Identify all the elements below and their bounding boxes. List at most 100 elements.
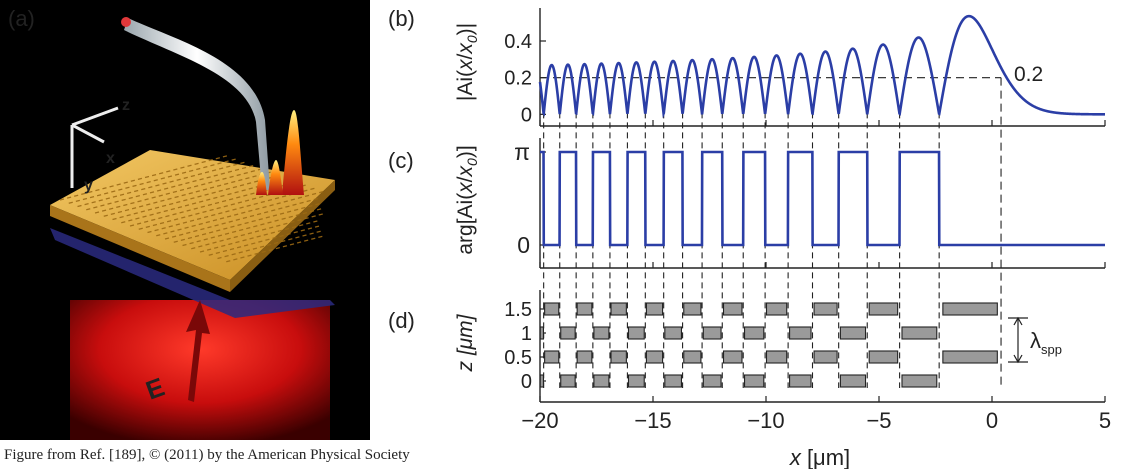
grating-groove	[249, 214, 255, 218]
grating-groove	[96, 194, 102, 197]
grating-groove	[135, 195, 140, 198]
xtick-label: −15	[634, 408, 671, 433]
grating-groove	[194, 235, 200, 238]
panel-label-a: (a)	[8, 6, 35, 31]
grating-groove	[158, 194, 163, 197]
grating-groove	[253, 225, 258, 228]
grating-bar	[722, 350, 743, 364]
grating-groove	[279, 234, 284, 238]
probe-tip-end	[121, 17, 131, 27]
grating-groove	[161, 227, 166, 230]
grating-groove	[215, 251, 220, 254]
grating-bar	[539, 374, 544, 388]
grating-groove	[128, 219, 133, 222]
grating-groove	[116, 183, 121, 186]
xtick-label: −5	[866, 408, 891, 433]
grating-bar	[789, 326, 812, 340]
grating-groove	[190, 197, 195, 200]
grating-groove	[272, 214, 278, 217]
grating-groove	[234, 168, 240, 171]
grating-groove	[161, 204, 167, 207]
grating-groove	[135, 217, 140, 220]
grating-groove	[134, 189, 139, 193]
grating-groove	[260, 200, 265, 204]
grating-groove	[214, 224, 219, 227]
grating-groove	[276, 202, 281, 205]
grating-groove	[308, 205, 313, 208]
grating-groove	[178, 183, 183, 186]
grating-groove	[238, 179, 243, 182]
airy-phase-curve	[540, 150, 1105, 247]
grating-groove	[252, 175, 257, 178]
grating-groove	[198, 222, 203, 226]
grating-groove	[244, 199, 250, 202]
xtick-label: −20	[521, 408, 558, 433]
grating-groove	[218, 189, 223, 192]
grating-groove	[204, 215, 209, 219]
airy-amplitude-curve	[538, 14, 1105, 119]
grating-groove	[169, 202, 174, 206]
grating-groove	[218, 212, 223, 215]
grating-groove	[229, 175, 234, 178]
grating-groove	[283, 200, 288, 203]
grating-groove	[304, 194, 310, 197]
grating-groove	[216, 207, 221, 210]
grating-groove	[137, 177, 143, 180]
grating-groove	[256, 213, 262, 216]
grating-groove	[237, 223, 242, 226]
grating-groove	[194, 185, 199, 188]
grating-groove	[239, 184, 245, 187]
grating-groove	[207, 226, 212, 229]
grating-groove	[95, 189, 100, 192]
grating-groove	[199, 178, 204, 181]
grating-groove	[252, 247, 258, 250]
grating-groove	[290, 198, 295, 201]
grating-groove	[183, 176, 188, 179]
grating-groove	[265, 238, 270, 241]
grating-groove	[186, 231, 191, 234]
grating-groove	[202, 188, 208, 191]
grating-groove	[290, 220, 295, 224]
grating-groove	[88, 190, 93, 194]
grating-groove	[194, 162, 199, 165]
grating-groove	[251, 242, 256, 245]
grating-groove	[133, 212, 138, 215]
grating-groove	[189, 242, 194, 245]
grating-groove	[245, 177, 250, 180]
grating-groove	[291, 226, 297, 229]
grating-groove	[274, 241, 279, 245]
grating-groove	[208, 253, 213, 256]
grating-groove	[271, 209, 276, 212]
grating-groove	[309, 232, 314, 235]
grating-groove	[225, 187, 230, 191]
grating-groove	[246, 204, 251, 207]
grating-groove	[230, 225, 235, 228]
grating-groove	[222, 249, 228, 253]
grating-groove	[255, 207, 260, 211]
grating-groove	[229, 248, 235, 251]
grating-groove	[210, 236, 215, 239]
grating-groove	[146, 181, 151, 184]
xtick-label: 5	[1099, 408, 1111, 433]
grating-groove	[144, 198, 149, 201]
grating-groove	[254, 180, 259, 183]
grating-groove	[75, 199, 80, 202]
grating-groove	[217, 256, 222, 260]
grating-groove	[231, 253, 236, 256]
grating-groove	[284, 227, 290, 231]
grating-groove	[214, 201, 220, 205]
grating-groove	[215, 179, 220, 182]
grating-groove	[249, 237, 254, 240]
grating-groove	[189, 169, 194, 172]
grating-groove	[270, 231, 275, 234]
grating-groove	[243, 194, 248, 197]
grating-groove	[151, 174, 157, 177]
grating-groove	[227, 193, 232, 196]
grating-groove	[228, 220, 233, 223]
grating-groove	[77, 204, 82, 208]
grating-groove	[229, 198, 234, 201]
grating-groove	[199, 200, 204, 203]
grating-groove	[193, 207, 198, 210]
grating-bar	[789, 374, 812, 388]
